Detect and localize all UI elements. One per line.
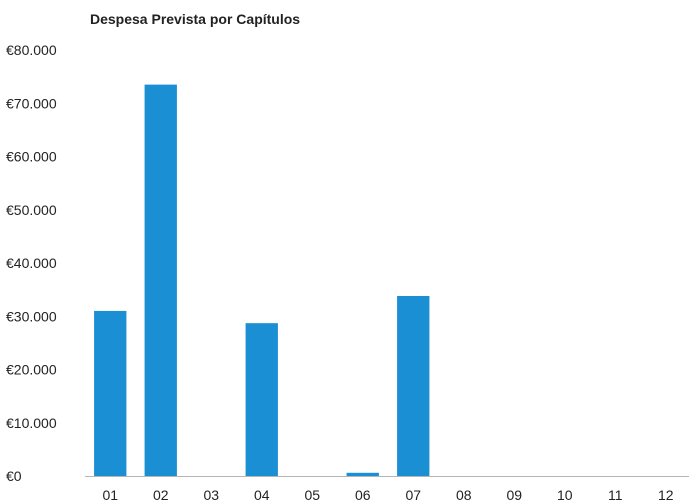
y-tick-label: €0 [6, 468, 22, 484]
x-tick-label: 01 [102, 487, 118, 503]
x-tick-label: 07 [405, 487, 421, 503]
bars-group [94, 84, 430, 477]
x-tick-label: 05 [304, 487, 320, 503]
y-tick-label: €40.000 [6, 255, 57, 271]
x-tick-label: 11 [608, 487, 623, 503]
bar-04 [245, 323, 278, 476]
y-tick-label: €10.000 [6, 415, 57, 431]
x-tick-label: 12 [658, 487, 674, 503]
bar-02 [144, 84, 177, 477]
x-tick-label: 10 [557, 487, 573, 503]
y-tick-label: €20.000 [6, 362, 57, 378]
x-tick-label: 08 [456, 487, 472, 503]
x-tick-label: 09 [506, 487, 522, 503]
x-tick-label: 04 [254, 487, 270, 503]
bar-07 [397, 296, 430, 476]
y-axis-tick-labels: €0 €10.000 €20.000 €30.000 €40.000 €50.000 €60… [6, 42, 57, 484]
x-axis-tick-labels: 01 02 03 04 05 06 07 08 09 10 11 12 [102, 487, 673, 503]
y-tick-label: €30.000 [6, 308, 57, 324]
x-tick-label: 02 [153, 487, 169, 503]
bar-06 [346, 472, 379, 476]
chart-title: Despesa Prevista por Capítulos [90, 11, 300, 27]
bar-01 [94, 310, 127, 476]
y-tick-label: €80.000 [6, 42, 57, 58]
x-tick-label: 06 [355, 487, 371, 503]
y-tick-label: €50.000 [6, 202, 57, 218]
y-tick-label: €60.000 [6, 149, 57, 165]
x-tick-label: 03 [203, 487, 219, 503]
y-tick-label: €70.000 [6, 95, 57, 111]
